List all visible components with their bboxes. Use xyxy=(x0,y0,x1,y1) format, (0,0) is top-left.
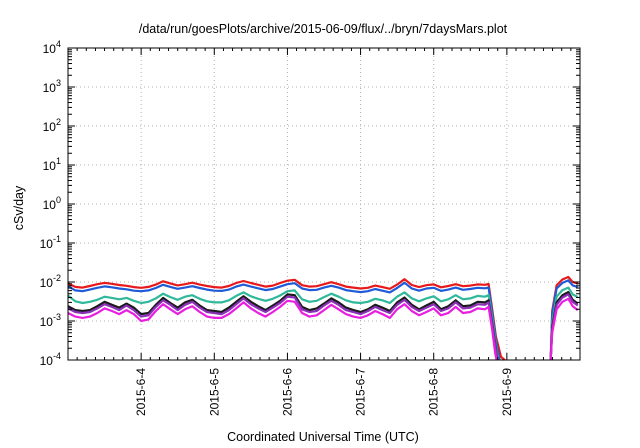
x-tick-label: 2015-6-5 xyxy=(207,368,221,416)
series-line-5 xyxy=(67,295,499,361)
y-tick-base: 10 xyxy=(43,42,57,56)
series-line-1 xyxy=(67,278,506,361)
y-tick-base: 10 xyxy=(43,120,57,134)
y-tick-base: 10 xyxy=(40,315,54,329)
y-tick-exponent: 3 xyxy=(56,78,61,88)
x-tick-label: 2015-6-6 xyxy=(280,368,294,416)
ticks xyxy=(68,47,580,361)
y-tick-base: 10 xyxy=(40,237,54,251)
y-tick-label: 100 xyxy=(43,195,61,212)
y-tick-base: 10 xyxy=(43,198,57,212)
grid xyxy=(68,48,580,360)
x-tick-label: 2015-6-7 xyxy=(354,368,368,416)
x-tick-label: 2015-6-9 xyxy=(500,368,514,416)
y-tick-label: 10-2 xyxy=(40,273,61,290)
y-tick-exponent: -1 xyxy=(53,234,61,244)
series-line-3 xyxy=(67,289,500,361)
series-line-2 xyxy=(549,279,579,361)
y-tick-exponent: -3 xyxy=(53,312,61,322)
y-tick-label: 10-1 xyxy=(40,234,61,251)
y-tick-exponent: 4 xyxy=(56,39,61,49)
x-tick-label: 2015-6-4 xyxy=(134,368,148,416)
y-tick-label: 10-4 xyxy=(40,351,61,368)
y-tick-base: 10 xyxy=(40,354,54,368)
y-tick-base: 10 xyxy=(40,276,54,290)
series-line-6 xyxy=(549,297,579,361)
x-axis-label: Coordinated Universal Time (UTC) xyxy=(227,430,419,444)
y-tick-exponent: 2 xyxy=(56,117,61,127)
y-tick-label: 104 xyxy=(43,39,61,56)
y-tick-exponent: 1 xyxy=(56,156,61,166)
series-line-2 xyxy=(67,281,501,361)
x-tick-labels: 2015-6-4 2015-6-5 2015-6-6 2015-6-7 2015-6-8… xyxy=(134,368,514,416)
y-tick-base: 10 xyxy=(43,81,57,95)
y-tick-base: 10 xyxy=(43,159,57,173)
y-axis-label: cSv/day xyxy=(12,185,26,230)
y-tick-label: 103 xyxy=(43,78,61,95)
y-tick-label: 10-3 xyxy=(40,312,61,329)
y-tick-label: 102 xyxy=(43,117,61,134)
y-tick-exponent: -2 xyxy=(53,273,61,283)
series-line-4 xyxy=(67,293,499,361)
chart-title: /data/run/goesPlots/archive/2015-06-09/f… xyxy=(139,22,508,36)
x-tick-label: 2015-6-8 xyxy=(427,368,441,416)
y-tick-label: 101 xyxy=(43,156,61,173)
series-line-6 xyxy=(67,299,498,361)
y-tick-exponent: 0 xyxy=(56,195,61,205)
y-tick-exponent: -4 xyxy=(53,351,61,361)
series-layer xyxy=(67,275,579,361)
